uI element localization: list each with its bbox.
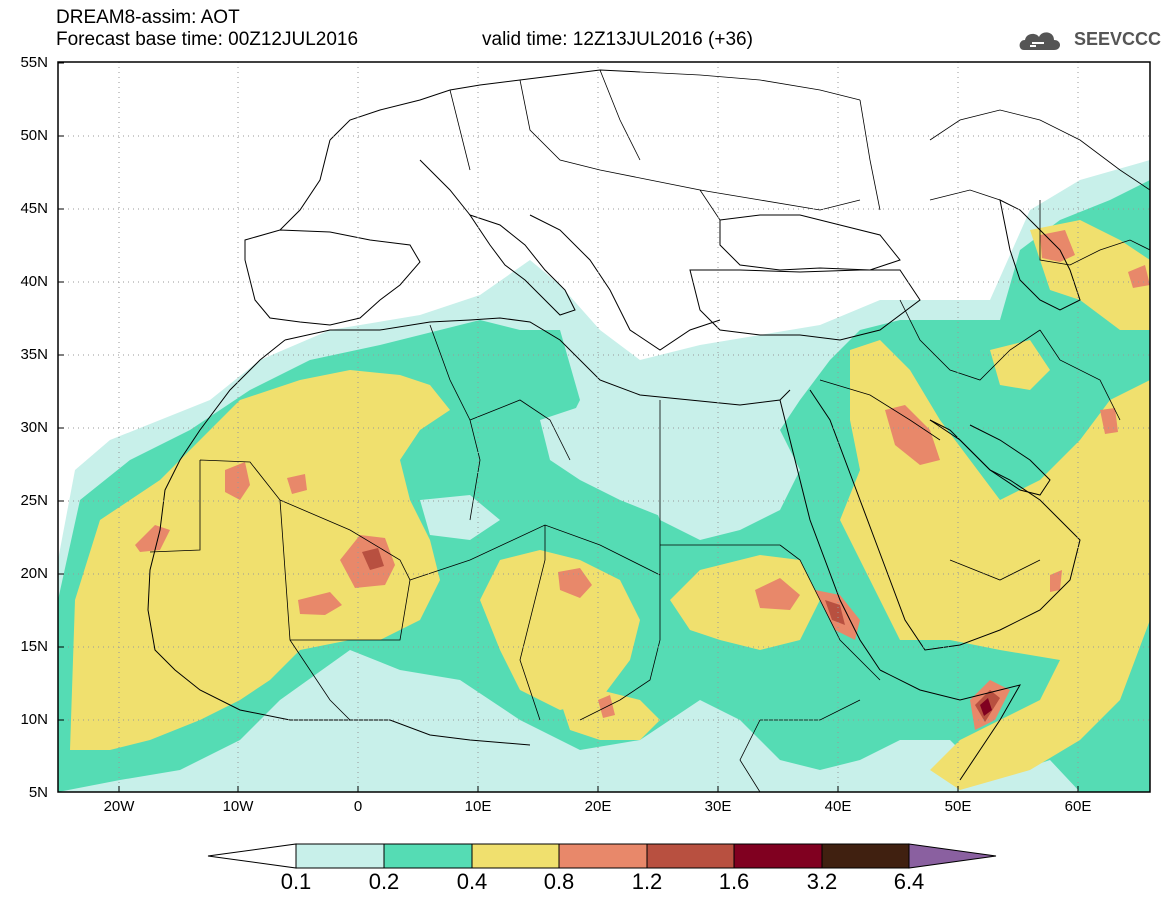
aot-patch-0-1-algeria xyxy=(420,495,500,540)
coast-persian-gulf xyxy=(929,419,1051,496)
aot-band-0-8-sudan xyxy=(755,578,800,610)
aot-band-0-8-mali xyxy=(298,592,342,615)
aot-band-0-8-tibesti xyxy=(558,568,592,598)
lat-label: 35N xyxy=(20,346,48,363)
colorbar-label: 1.2 xyxy=(631,869,663,894)
colorbar-swatch-1-6 xyxy=(733,843,823,869)
aot-band-0-8-algeria-south xyxy=(287,474,307,494)
border-france xyxy=(279,139,471,231)
lon-label: 50E xyxy=(944,798,972,815)
lat-label: 40N xyxy=(20,273,48,290)
colorbar-swatch-0-8 xyxy=(558,843,648,869)
aot-band-0-4-west-africa xyxy=(70,370,450,750)
colorbar-label: 6.4 xyxy=(893,869,925,894)
coast-iberia xyxy=(244,229,421,326)
coast-egypt-red-sea xyxy=(779,399,881,671)
border-africa-west xyxy=(149,459,411,721)
lon-label: 30E xyxy=(704,798,732,815)
lat-label: 10N xyxy=(20,711,48,728)
colorbar-label: 0.4 xyxy=(456,869,488,894)
aot-band-0-4-chad xyxy=(480,550,640,710)
coast-europe-north xyxy=(329,69,641,141)
plot-frame xyxy=(57,61,1151,793)
coast-caspian xyxy=(999,199,1081,311)
lat-label: 45N xyxy=(20,200,48,217)
colorbar-swatch-0-2 xyxy=(383,843,473,869)
aot-band-0-8-mauritania xyxy=(225,462,250,500)
lat-label: 20N xyxy=(20,565,48,582)
aot-band-1-6-somalia xyxy=(980,698,992,716)
coast-horn-of-africa xyxy=(879,669,1022,781)
border-middle-east xyxy=(819,299,1121,581)
gridlines xyxy=(58,62,1150,792)
coast-nw-africa xyxy=(284,317,791,406)
lat-label: 55N xyxy=(20,54,48,71)
aot-band-1-2-hoggar xyxy=(362,548,384,570)
border-central-asia xyxy=(929,109,1150,266)
forecast-base-time: Forecast base time: 00Z12JUL2016 xyxy=(56,29,359,50)
logo-text: SEEVCCC xyxy=(1074,29,1162,49)
coastlines xyxy=(147,69,1150,792)
colorbar-swatch-0-4 xyxy=(471,843,560,869)
coast-turkey xyxy=(689,269,921,341)
lon-label: 40E xyxy=(824,798,852,815)
border-africa-east xyxy=(659,400,881,792)
colorbar-swatch-3-2 xyxy=(821,843,910,869)
colorbar xyxy=(207,843,997,869)
aot-patch-0-1-libya xyxy=(540,400,760,530)
lat-label: 50N xyxy=(20,127,48,144)
colorbar-label: 1.6 xyxy=(718,869,750,894)
coast-black-sea xyxy=(719,214,901,271)
cloud-icon xyxy=(1019,32,1060,50)
border-maghreb xyxy=(429,324,571,521)
colorbar-swatch-0-1 xyxy=(295,843,385,869)
lat-label: 5N xyxy=(28,784,48,801)
aot-band-0-4-iran xyxy=(990,340,1050,390)
aot-band-0-8-caspian xyxy=(1040,230,1075,262)
lon-label: 20W xyxy=(103,798,135,815)
border-europe xyxy=(449,69,881,221)
lon-label: 0 xyxy=(353,798,363,815)
lat-label: 30N xyxy=(20,419,48,436)
aot-band-0-8-w-sahara xyxy=(135,525,170,552)
lon-label: 10E xyxy=(464,798,492,815)
lat-label: 25N xyxy=(20,492,48,509)
colorbar-arrow-right xyxy=(908,843,997,869)
aot-band-0-4-sudan xyxy=(670,555,820,650)
aot-field xyxy=(58,160,1150,792)
valid-time: valid time: 12Z13JUL2016 (+36) xyxy=(482,29,753,50)
lon-label: 10W xyxy=(222,798,254,815)
axis-ticks xyxy=(58,62,1079,792)
coast-west-africa xyxy=(147,339,531,746)
colorbar-label: 0.2 xyxy=(368,869,400,894)
lon-label: 20E xyxy=(584,798,612,815)
colorbar-swatch-1-2 xyxy=(646,843,735,869)
colorbar-arrow-left xyxy=(207,843,297,869)
colorbar-label: 0.1 xyxy=(280,869,312,894)
colorbar-label: 0.8 xyxy=(543,869,575,894)
colorbar-label: 3.2 xyxy=(806,869,838,894)
lon-label: 60E xyxy=(1064,798,1092,815)
plot-title: DREAM8-assim: AOT xyxy=(56,7,240,28)
coast-balkans xyxy=(529,214,721,351)
lat-label: 15N xyxy=(20,638,48,655)
aot-band-0-8-iraq xyxy=(885,405,940,465)
coast-italy xyxy=(468,214,576,316)
aot-band-1-2-red-sea xyxy=(825,600,845,625)
aot-band-0-8-oman xyxy=(1050,570,1062,592)
